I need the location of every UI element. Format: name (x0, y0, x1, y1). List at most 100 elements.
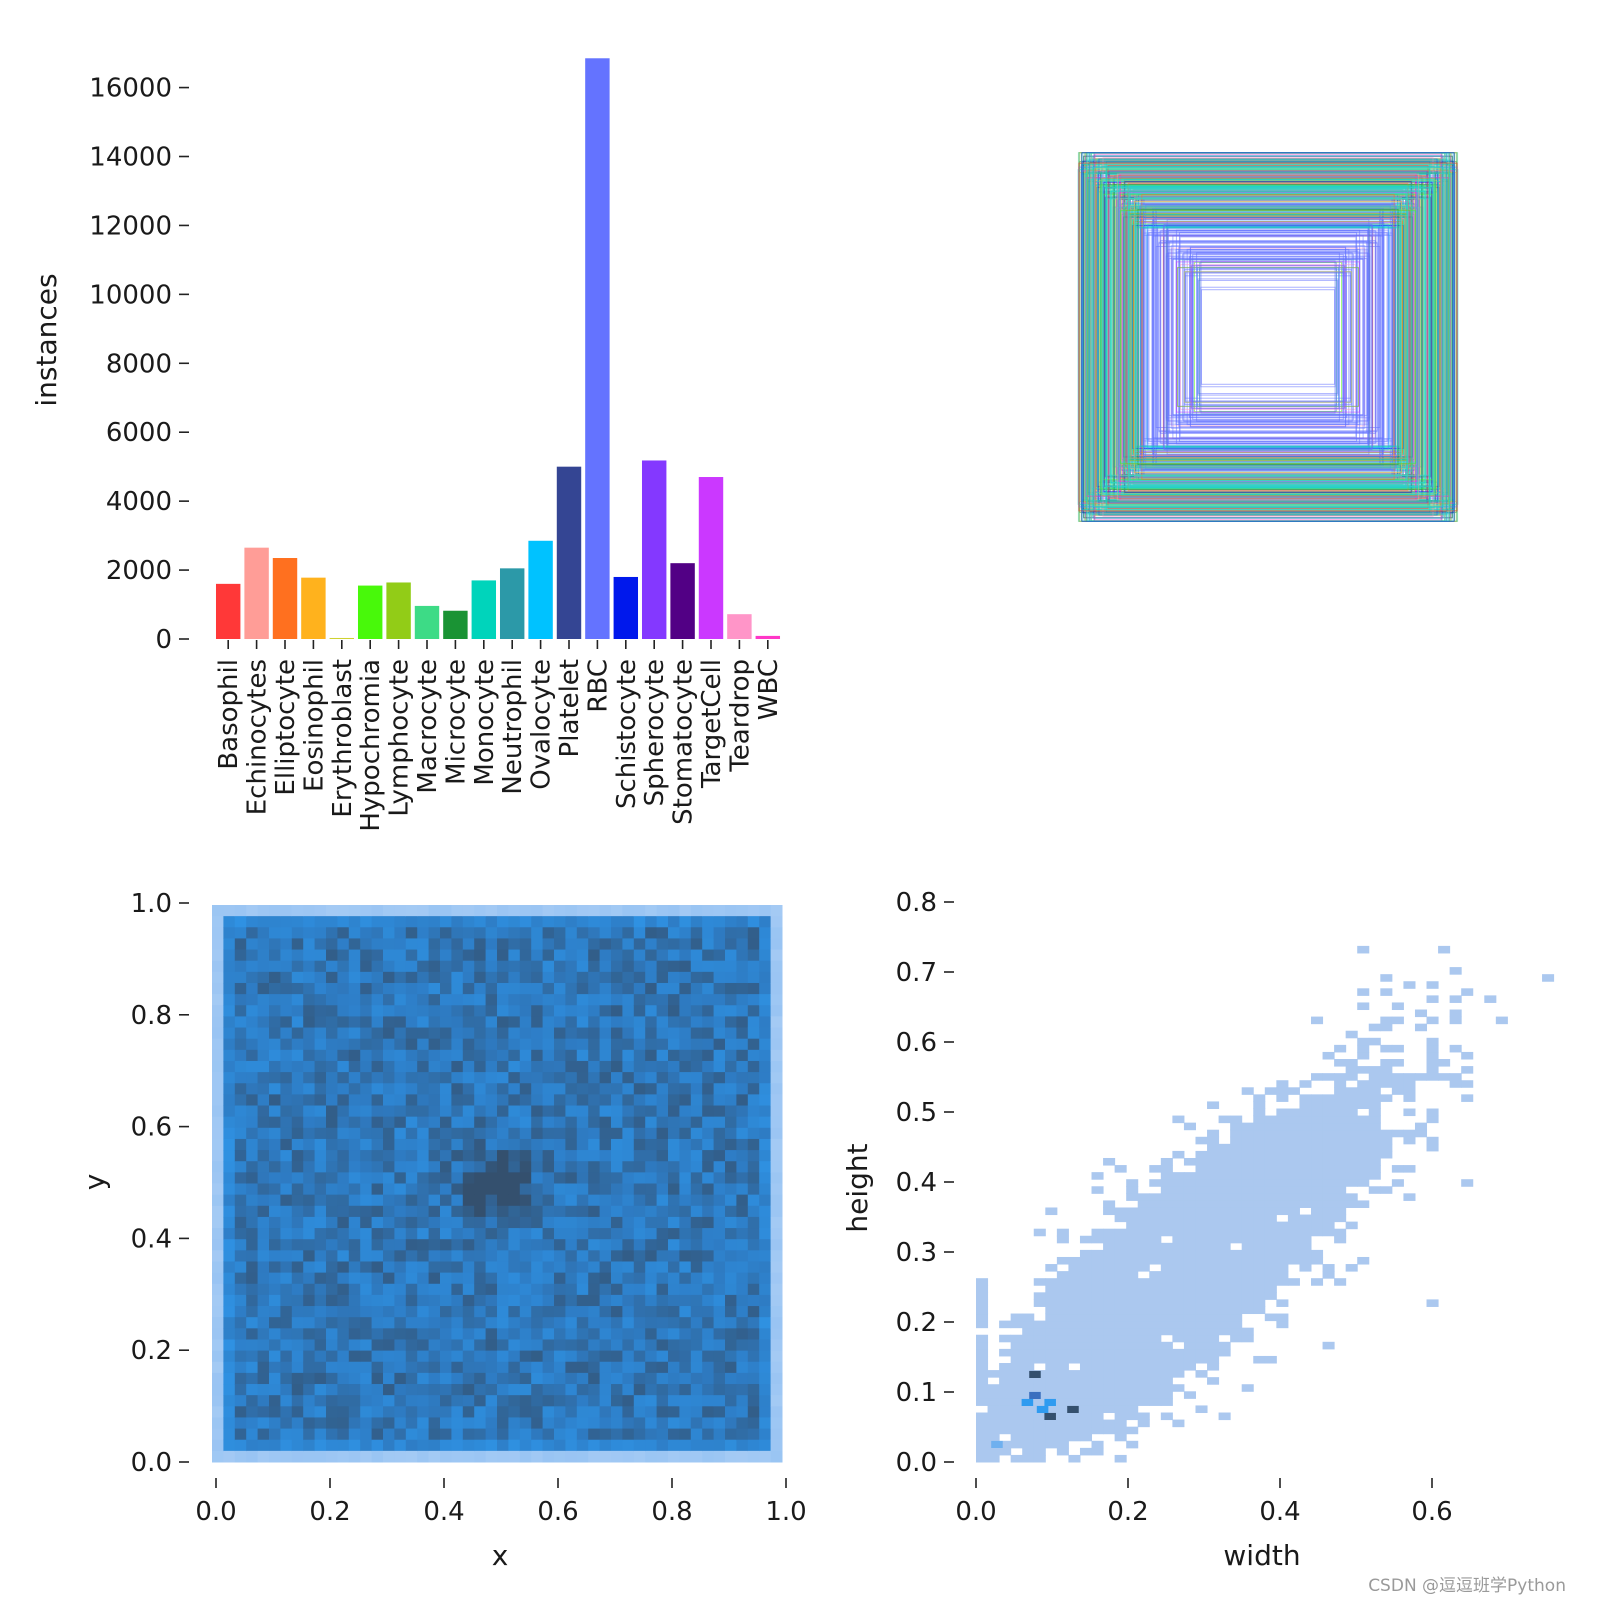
xy-cell (462, 1339, 475, 1352)
wh-cell (1276, 1271, 1289, 1279)
xy-cell (588, 1072, 601, 1084)
xy-cell (645, 1072, 658, 1084)
xy-cell (440, 1339, 452, 1352)
xy-cell (269, 1194, 281, 1207)
wh-cell (1010, 1320, 1023, 1329)
xy-cell (611, 1161, 623, 1173)
xy-cell (348, 1183, 361, 1196)
xy-cell (223, 994, 236, 1006)
xy-cell (485, 1261, 498, 1274)
xy-cell (223, 1116, 236, 1129)
xy-cell (360, 1049, 373, 1062)
wh-cell (1183, 1221, 1196, 1230)
xy-cell (291, 994, 304, 1006)
xy-cell (371, 1384, 384, 1396)
wh-cell (1137, 1391, 1150, 1399)
wh-cell (1287, 1087, 1300, 1095)
xy-cell (668, 949, 680, 962)
wh-cell (1334, 1165, 1347, 1173)
xy-cell (280, 1372, 293, 1385)
xy-cell (770, 1261, 783, 1274)
xy-cell (348, 1339, 361, 1352)
wh-cell (1357, 1256, 1370, 1265)
xy-cell (702, 1027, 715, 1040)
xy-cell (508, 1384, 521, 1396)
xy-cell (405, 960, 418, 973)
wh-cell (1126, 1398, 1139, 1406)
wh-cell (1056, 1228, 1069, 1237)
wh-cell (1357, 1101, 1370, 1109)
xy-cell (599, 1250, 612, 1262)
xy-cell (280, 1094, 293, 1107)
xy-cell (428, 1250, 441, 1262)
wh-cell (1091, 1292, 1104, 1300)
xy-cell (576, 1406, 589, 1418)
wh-cell (1253, 1129, 1266, 1138)
xy-cell (269, 1294, 281, 1307)
xy-cell (679, 1049, 692, 1062)
xy-cell (611, 1428, 623, 1441)
wh-cell (1311, 1228, 1324, 1237)
xy-cell (633, 916, 646, 928)
xy-cell (542, 1038, 555, 1051)
xy-cell (360, 1239, 373, 1251)
wh-cell (1345, 1165, 1358, 1173)
wh-cell (1299, 1136, 1312, 1145)
xy-cell (291, 1317, 304, 1329)
xy-cell (497, 1350, 509, 1363)
wh-cell (1207, 1228, 1220, 1237)
xy-cell (690, 1317, 703, 1329)
wh-cell (1114, 1370, 1127, 1378)
xy-cell (713, 938, 726, 951)
wh-cell (1149, 1384, 1162, 1392)
wh-cell (1183, 1214, 1196, 1223)
xy-cell (542, 1372, 555, 1385)
box-outline (1140, 203, 1396, 471)
xy-cell (668, 1306, 680, 1318)
xy-cell (554, 927, 566, 939)
xy-cell (576, 1239, 589, 1251)
box-outline (1128, 204, 1408, 470)
xy-cell (508, 1094, 521, 1107)
wh-cell (1276, 1249, 1289, 1258)
wh-cell (1230, 1334, 1243, 1343)
xy-cell (622, 1138, 635, 1151)
wh-cell (1195, 1341, 1208, 1350)
xy-cell (633, 1261, 646, 1274)
y-tick-label: 8000 (106, 349, 172, 379)
wh-cell (1299, 1108, 1312, 1117)
xy-cell (212, 982, 224, 995)
xy-cell (234, 1328, 247, 1340)
x-tick-label: Elliptocyte (271, 659, 301, 796)
xy-cell (371, 1239, 384, 1251)
xy-cell (348, 1306, 361, 1318)
xy-cell (394, 1016, 407, 1029)
xy-cell (611, 1239, 623, 1251)
xy-cell (451, 1072, 464, 1084)
xy-cell (508, 1439, 521, 1452)
xy-cell (679, 938, 692, 951)
xy-cell (326, 916, 338, 928)
xy-cell (565, 1183, 578, 1196)
wh-cell (1368, 1037, 1381, 1046)
xy-cell (314, 1283, 327, 1296)
xy-cell (326, 982, 338, 995)
xy-cell (440, 1306, 452, 1318)
xy-cell (588, 1116, 601, 1129)
xy-cell (599, 1239, 612, 1251)
xy-cell (747, 1016, 760, 1029)
box-outline (1116, 195, 1420, 479)
wh-cell (1022, 1341, 1035, 1350)
xy-cell (713, 949, 726, 962)
wh-cell (999, 1405, 1012, 1414)
wh-cell (1114, 1256, 1127, 1265)
wh-cell (1068, 1278, 1081, 1286)
xy-cell (383, 1306, 395, 1318)
xy-cell (462, 1239, 475, 1251)
wh-cell (1045, 1334, 1058, 1343)
wh-cell (1091, 1235, 1104, 1244)
xy-cell (257, 1216, 270, 1229)
xy-cell (645, 1049, 658, 1062)
xy-cell (531, 1339, 544, 1352)
xy-cell (611, 1216, 623, 1229)
